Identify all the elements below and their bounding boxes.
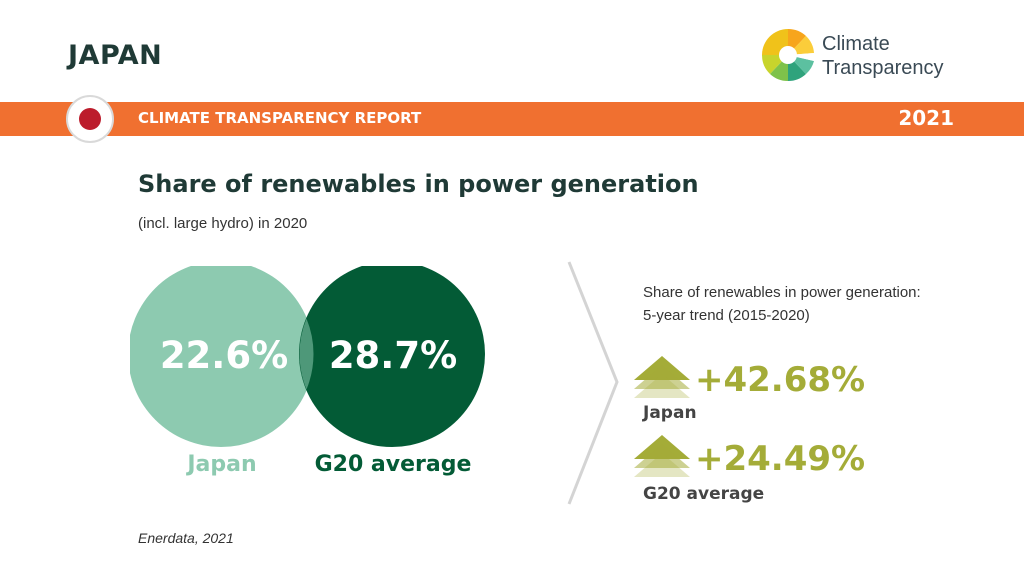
venn-value-g20: 28.7% — [328, 334, 458, 377]
chart-title: Share of renewables in power generation — [138, 170, 699, 198]
trend-up-icon — [634, 435, 690, 477]
trend-title-line1: Share of renewables in power generation: — [643, 284, 921, 301]
venn-label-g20: G20 average — [314, 452, 472, 477]
report-year: 2021 — [898, 106, 954, 130]
climate-transparency-logo: Climate Transparency — [760, 27, 980, 83]
chart-subtitle: (incl. large hydro) in 2020 — [138, 215, 308, 232]
country-title: JAPAN — [68, 40, 163, 71]
trend-title-line2: 5-year trend (2015-2020) — [643, 307, 810, 324]
logo-text-line1: Climate — [822, 33, 890, 55]
source-note: Enerdata, 2021 — [138, 530, 234, 546]
trend-label-g20: G20 average — [643, 484, 765, 504]
trend-up-icon — [634, 356, 690, 398]
trend-title: Share of renewables in power generation:… — [643, 281, 983, 327]
venn-circle-g20 — [299, 266, 485, 447]
divider-chevron — [567, 261, 619, 505]
trend-value-g20: +24.49% — [695, 439, 866, 479]
trend-value-japan: +42.68% — [695, 360, 866, 400]
logo-text-line2: Transparency — [822, 57, 944, 79]
logo-icon — [761, 28, 815, 82]
trend-label-japan: Japan — [643, 403, 697, 423]
venn-chart: 22.6% 28.7% Japan G20 average — [130, 266, 500, 496]
japan-flag-icon — [66, 95, 114, 143]
venn-label-japan: Japan — [187, 452, 257, 477]
venn-overlap — [299, 318, 314, 390]
report-band — [0, 102, 1024, 136]
venn-value-japan: 22.6% — [159, 334, 289, 377]
report-label: CLIMATE TRANSPARENCY REPORT — [138, 109, 422, 127]
venn-circle-japan — [130, 266, 314, 447]
